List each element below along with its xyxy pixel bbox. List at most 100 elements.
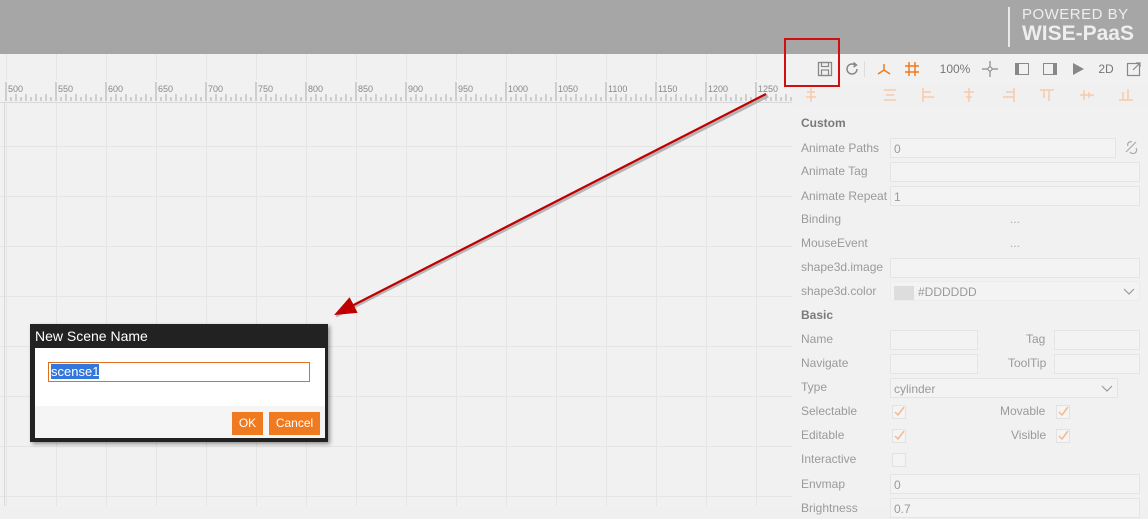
selectable-label: Selectable (801, 404, 858, 418)
center-icon[interactable] (982, 60, 998, 78)
play-icon[interactable] (1070, 60, 1086, 78)
ruler-ticks (5, 82, 792, 101)
ruler-tick-label: 1150 (658, 84, 678, 94)
tooltip-field[interactable] (1054, 354, 1140, 374)
shape3d-color-value: #DDDDDD (918, 285, 977, 299)
animate-repeat-field[interactable]: 1 (890, 186, 1140, 206)
tooltip-label: ToolTip (1008, 356, 1047, 370)
align-icon[interactable] (804, 88, 818, 102)
top-header-bar: POWERED BY WISE-PaaS (0, 0, 1148, 54)
animate-repeat-label: Animate Repeat (801, 189, 888, 203)
chevron-down-icon (1101, 379, 1113, 403)
ruler-tick-label: 1100 (608, 84, 628, 94)
type-value: cylinder (894, 382, 936, 396)
type-select[interactable]: cylinder (890, 378, 1118, 398)
editable-label: Editable (801, 428, 845, 442)
animate-tag-field[interactable] (890, 162, 1140, 182)
ruler-tick-label: 900 (408, 84, 424, 94)
grid-icon[interactable] (904, 60, 920, 78)
animate-paths-field[interactable]: 0 (890, 138, 1116, 158)
cancel-button[interactable]: Cancel (269, 412, 320, 435)
shape3d-color-label: shape3d.color (801, 284, 877, 298)
toolbar-divider (864, 61, 865, 77)
navigate-label: Navigate (801, 356, 849, 370)
tag-field[interactable] (1054, 330, 1140, 350)
ruler-tick-label: 700 (208, 84, 224, 94)
ruler-tick-label: 1000 (508, 84, 529, 94)
save-highlight-box (784, 38, 840, 87)
ruler-tick-label: 500 (8, 84, 24, 94)
mouse-event-label: MouseEvent (801, 236, 868, 250)
animate-paths-label: Animate Paths (801, 141, 880, 155)
movable-checkbox[interactable] (1056, 405, 1070, 419)
new-scene-dialog: New Scene Name scense1 OK Cancel (30, 324, 328, 442)
refresh-icon[interactable] (844, 60, 860, 78)
align-left-icon[interactable] (921, 88, 935, 102)
ok-button[interactable]: OK (232, 412, 263, 435)
alignment-toolbar (792, 84, 1148, 108)
ruler-tick-label: 750 (258, 84, 274, 94)
axis-icon[interactable] (876, 60, 892, 78)
navigate-field[interactable] (890, 354, 978, 374)
binding-more-button[interactable]: ... (1010, 212, 1021, 226)
section-custom: Custom (801, 116, 846, 130)
envmap-label: Envmap (801, 477, 846, 491)
link-icon[interactable] (1124, 140, 1138, 159)
align-bottom-icon[interactable] (1119, 88, 1133, 102)
movable-label: Movable (1000, 404, 1046, 418)
dialog-body: scense1 (35, 348, 325, 406)
editable-checkbox[interactable] (892, 429, 906, 443)
horizontal-ruler: 500 550 600 650 700 750 800 850 900 950 1000 1050 11… (0, 80, 792, 103)
dialog-title: New Scene Name (35, 328, 148, 344)
align-middle-icon[interactable] (962, 88, 976, 102)
scene-canvas[interactable] (0, 54, 792, 506)
animate-tag-label: Animate Tag (801, 164, 868, 178)
shape3d-color-select[interactable]: #DDDDDD (890, 281, 1140, 301)
align-vcenter-icon[interactable] (1080, 88, 1094, 102)
ruler-tick-label: 600 (108, 84, 124, 94)
interactive-label: Interactive (801, 452, 857, 466)
ruler-tick-label: 850 (358, 84, 374, 94)
selectable-checkbox[interactable] (892, 405, 906, 419)
visible-checkbox[interactable] (1056, 429, 1070, 443)
align-center-icon[interactable] (883, 88, 897, 102)
align-right-icon[interactable] (1002, 88, 1016, 102)
brand-line-2: WISE-PaaS (1021, 22, 1134, 45)
editor-toolbar: 100% 2D (792, 54, 1148, 84)
ruler-tick-label: 800 (308, 84, 324, 94)
ruler-tick-label: 1050 (558, 84, 579, 94)
tag-label: Tag (1026, 332, 1046, 346)
annotation-arrow (334, 93, 769, 318)
ruler-tick-label: 1200 (708, 84, 729, 94)
name-label: Name (801, 332, 834, 346)
chevron-down-icon (1123, 282, 1135, 306)
vertical-ruler-line (4, 102, 5, 506)
type-label: Type (801, 380, 828, 394)
ruler-tick-label: 650 (158, 84, 174, 94)
binding-label: Binding (801, 212, 842, 226)
envmap-field[interactable]: 0 (890, 474, 1140, 494)
mode-2d-toggle[interactable]: 2D (1098, 62, 1114, 76)
shape3d-image-field[interactable] (890, 258, 1140, 278)
left-panel-icon[interactable] (1014, 60, 1030, 78)
right-panel-icon[interactable] (1042, 60, 1058, 78)
scene-name-value: scense1 (51, 364, 100, 379)
brand-line-1: POWERED BY (1021, 6, 1129, 23)
dialog-footer: OK Cancel (35, 406, 325, 438)
shape3d-image-label: shape3d.image (801, 260, 884, 274)
section-basic: Basic (801, 308, 834, 322)
visible-label: Visible (1011, 428, 1047, 442)
ruler-tick-label: 950 (458, 84, 474, 94)
mouse-event-more-button[interactable]: ... (1010, 236, 1021, 250)
ruler-tick-label: 1250 (758, 84, 779, 94)
scene-name-input[interactable]: scense1 (48, 362, 310, 382)
save-icon[interactable] (817, 60, 833, 78)
name-field[interactable] (890, 330, 978, 350)
ruler-tick-label: 550 (58, 84, 74, 94)
wise-paas-logo: POWERED BY WISE-PaaS (1007, 6, 1134, 47)
interactive-checkbox[interactable] (892, 453, 906, 467)
align-top-icon[interactable] (1040, 88, 1054, 102)
expand-icon[interactable] (1126, 60, 1142, 78)
zoom-level[interactable]: 100% (939, 62, 971, 76)
property-panel: Custom Animate Paths 0 Animate Tag Anima… (792, 108, 1148, 518)
